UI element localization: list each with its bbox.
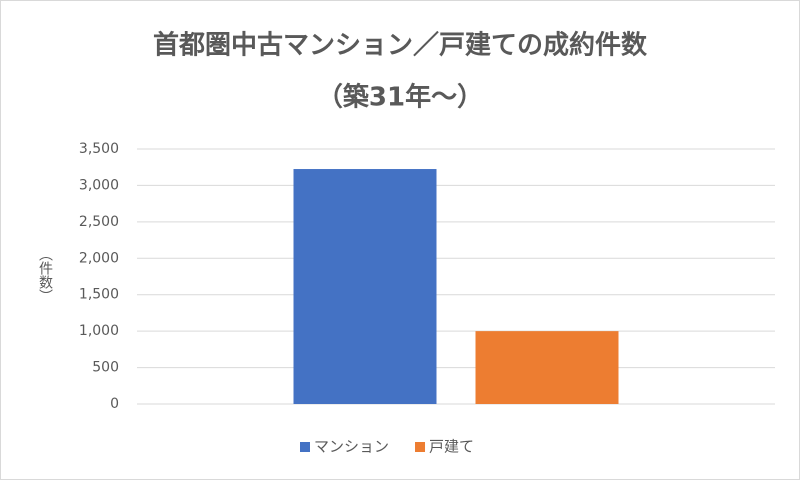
chart-subtitle: （築31年〜） [317, 82, 483, 113]
y-tick-label: 1,000 [79, 323, 119, 339]
chart-title: 首都圏中古マンション／戸建ての成約件数 [153, 30, 648, 61]
bar [293, 169, 437, 404]
y-tick-label: 3,500 [79, 141, 119, 157]
y-tick-label: 2,000 [79, 250, 119, 266]
y-axis-label: （件数） [37, 247, 53, 303]
y-tick-label: 1,500 [79, 287, 119, 303]
legend-swatch [415, 442, 426, 452]
legend-swatch [300, 442, 310, 452]
y-tick-label: 3,000 [79, 177, 119, 193]
y-tick-label: 2,500 [79, 214, 119, 230]
y-tick-label: 0 [110, 396, 119, 412]
bar [475, 331, 619, 404]
legend-label: 戸建て [429, 438, 474, 456]
y-tick-label: 500 [92, 360, 119, 376]
legend-label: マンション [314, 438, 389, 456]
